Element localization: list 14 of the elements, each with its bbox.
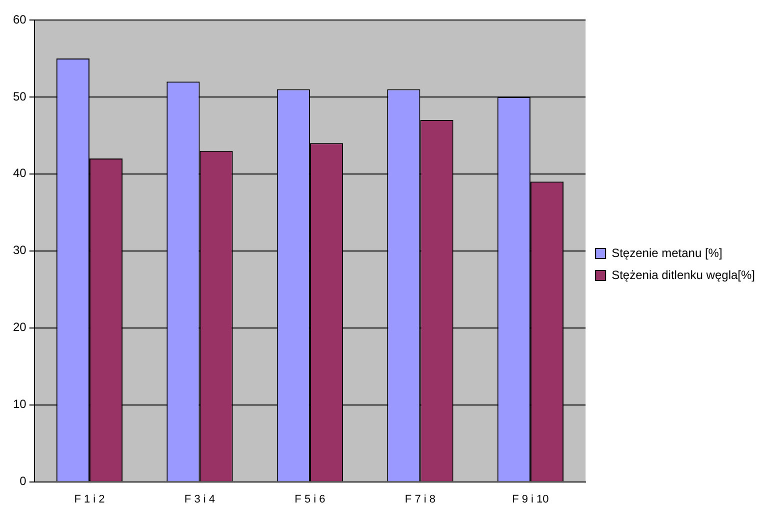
x-tick-label: F 3 i 4 — [184, 493, 216, 506]
y-tick-label: 10 — [12, 397, 27, 412]
x-tick-label: F 9 i 10 — [512, 493, 549, 506]
x-tick-label: F 1 i 2 — [74, 493, 105, 506]
y-tick-label: 40 — [12, 166, 27, 180]
y-tick-label: 20 — [12, 320, 27, 334]
x-tick-label: F 7 i 8 — [404, 493, 436, 506]
y-tick-label: 60 — [12, 12, 27, 26]
legend-label: Stężenia ditlenku węgla[%] — [612, 268, 755, 282]
y-tick-label: 0 — [20, 474, 27, 488]
y-tick-label: 30 — [12, 243, 27, 258]
legend-label: Stęzenie metanu [%] — [612, 246, 722, 260]
x-tick-label: F 5 i 6 — [294, 493, 326, 506]
y-tick-label: 50 — [12, 89, 27, 104]
